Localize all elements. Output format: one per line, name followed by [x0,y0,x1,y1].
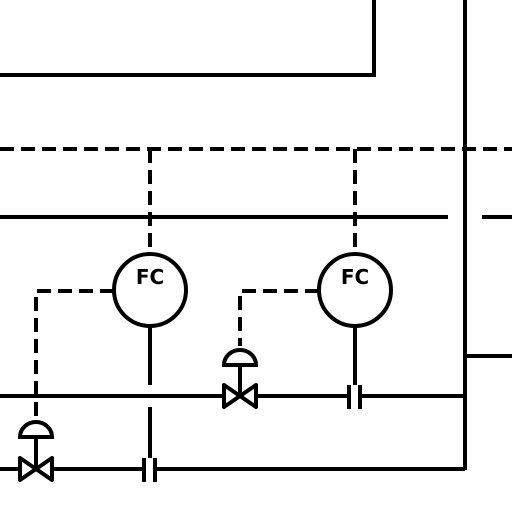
control-valve-1 [17,420,55,482]
output-signal-1 [34,289,114,418]
flow-controller-1: FC [112,252,188,328]
flow-controller-2-tag: FC [341,265,369,289]
vessel-outline [0,0,376,77]
output-signal-2 [238,289,319,346]
orifice-plate-1 [142,458,157,482]
flow-controller-2: FC [317,252,393,328]
orifice-plate-2 [347,385,362,409]
flow-controller-1-tag: FC [136,265,164,289]
control-valve-2 [221,348,259,409]
